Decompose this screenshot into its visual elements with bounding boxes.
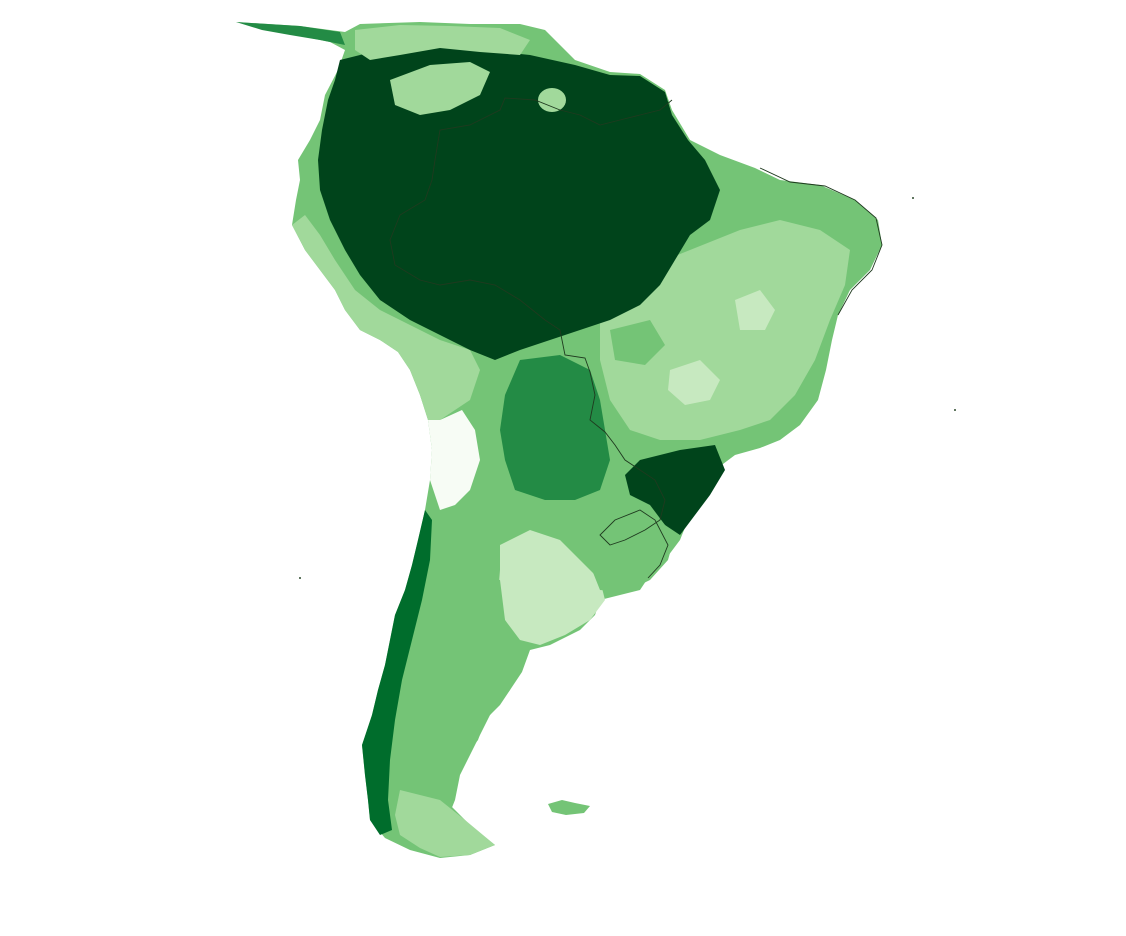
atlantic-forest <box>625 445 725 535</box>
brazil-border <box>389 97 673 579</box>
guiana-light-patch <box>390 62 490 115</box>
falkland-islands <box>548 800 590 815</box>
cerrado-mosaic-1 <box>668 360 720 405</box>
pampas-light-zone <box>498 530 605 645</box>
ne-coast-outline <box>759 167 883 316</box>
island-speck-1 <box>912 197 914 199</box>
patagonia-zone <box>395 575 520 830</box>
tierra-del-fuego-zone <box>395 790 495 857</box>
cerrado-mosaic-2 <box>735 290 775 330</box>
chaco-zone <box>500 355 610 500</box>
island-speck-3 <box>299 577 301 579</box>
island-speck-2 <box>954 409 956 411</box>
country-borders <box>389 97 883 579</box>
llanos-zone <box>355 25 530 60</box>
southern-chile-forest <box>362 510 432 835</box>
caribbean-coast-strip <box>236 22 345 45</box>
andes-light-zone <box>292 215 480 420</box>
roraima-patch <box>538 88 566 112</box>
cerrado-mosaic-3 <box>610 320 665 365</box>
atacama-desert <box>428 410 480 510</box>
